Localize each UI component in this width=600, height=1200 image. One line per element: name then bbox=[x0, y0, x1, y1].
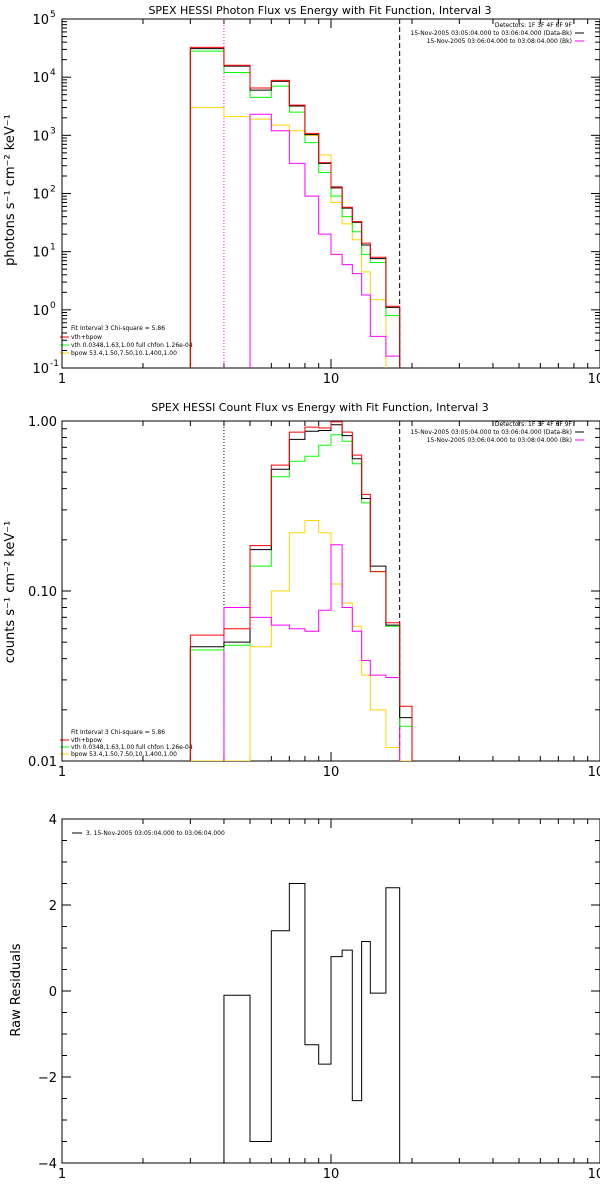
fit-legend-header: Fit Interval 3 Chi-square = 5.86 bbox=[71, 729, 165, 736]
photon-flux-panel: SPEX HESSI Photon Flux vs Energy with Fi… bbox=[3, 4, 584, 357]
residuals-panel: Raw Residuals 3. 15-Nov-2005 03:05:04.00… bbox=[9, 830, 225, 1037]
series-total bbox=[223, 883, 401, 1163]
fit-legend-header: Fit Interval 3 Chi-square = 5.86 bbox=[71, 325, 165, 332]
legend-entry-sum: vth+bpow bbox=[71, 334, 102, 341]
y-tick-exponent: -1 bbox=[50, 359, 59, 369]
x-tick-label: 1 bbox=[58, 372, 66, 387]
count-plot-area: 1 10 100 0.01 0.10 1.00 bbox=[28, 415, 600, 780]
y-tick-exponent: 4 bbox=[50, 68, 56, 78]
background-interval-line: 15-Nov-2005 03:06:04.000 to 03:08:04.000… bbox=[427, 437, 572, 444]
y-tick-label: 10 bbox=[32, 129, 49, 144]
count-y-axis-label: counts s⁻¹ cm⁻² keV⁻¹ bbox=[3, 521, 18, 664]
photon-panel-title: SPEX HESSI Photon Flux vs Energy with Fi… bbox=[148, 4, 491, 17]
y-tick-label: 10 bbox=[32, 71, 49, 86]
y-tick-exponent: 2 bbox=[50, 185, 56, 195]
legend-entry-vth: vth 0.0348,1.63,1.00 full chfon 1.26e-04 bbox=[71, 342, 193, 349]
legend-entry-vth: vth 0.0348,1.63,1.00 full chfon 1.26e-04 bbox=[71, 744, 193, 751]
series-background-model bbox=[249, 113, 401, 368]
series-sum bbox=[189, 421, 413, 761]
x-tick-label: 10 bbox=[323, 372, 340, 387]
count-panel-title: SPEX HESSI Count Flux vs Energy with Fit… bbox=[151, 401, 488, 414]
residuals-y-axis-label: Raw Residuals bbox=[9, 943, 24, 1036]
series-background-model bbox=[223, 544, 401, 761]
x-tick-label: 100 bbox=[588, 765, 600, 780]
x-tick-label: 10 bbox=[323, 1167, 340, 1182]
y-tick-label: 0.01 bbox=[28, 755, 57, 770]
background-interval-line: 15-Nov-2005 03:06:04.000 to 03:08:04.000… bbox=[427, 38, 572, 45]
y-tick-label: 10 bbox=[32, 13, 49, 28]
y-tick-exponent: 5 bbox=[50, 10, 56, 20]
detector-info-line: Detectors: 1F 3F 4F 6F 9F bbox=[495, 22, 573, 29]
x-tick-label: 10 bbox=[323, 765, 340, 780]
y-tick-exponent: 1 bbox=[50, 243, 56, 253]
y-tick-label: 1.00 bbox=[28, 415, 57, 430]
x-tick-label: 1 bbox=[58, 1167, 66, 1182]
legend-entry-bpow: bpow 53.4,1.50,7.50,10.1,400,1.00 bbox=[71, 751, 177, 758]
legend-entry-sum: vth+bpow bbox=[71, 737, 102, 744]
series-sum bbox=[189, 46, 401, 368]
data-interval-line: 15-Nov-2005 03:05:04.000 to 03:06:04.000… bbox=[410, 429, 572, 436]
y-tick-label: 4 bbox=[49, 813, 57, 828]
x-tick-label: 100 bbox=[588, 1167, 600, 1182]
y-tick-label: 0.10 bbox=[28, 585, 57, 600]
series-group bbox=[189, 421, 413, 761]
series-bpow bbox=[189, 107, 387, 368]
photon-detector-info: Detectors: 1F 3F 4F 6F 9F 15-Nov-2005 03… bbox=[410, 22, 584, 45]
x-tick-label: 100 bbox=[588, 372, 600, 387]
y-tick-exponent: 0 bbox=[50, 301, 56, 311]
y-tick-label: 2 bbox=[49, 899, 57, 914]
detector-info-line: Detectors: 1F 3F 4F 6F 9F bbox=[495, 421, 573, 428]
y-tick-label: 10 bbox=[32, 362, 49, 377]
residuals-legend-label: 3. 15-Nov-2005 03:05:04.000 to 03:06:04.… bbox=[86, 830, 225, 837]
x-tick-label: 1 bbox=[58, 765, 66, 780]
count-detector-info: Detectors: 1F 3F 4F 6F 9F 15-Nov-2005 03… bbox=[410, 421, 584, 444]
photon-fit-legend: Fit Interval 3 Chi-square = 5.86 vth+bpo… bbox=[60, 325, 193, 357]
y-tick-exponent: 3 bbox=[50, 126, 56, 136]
residuals-legend: 3. 15-Nov-2005 03:05:04.000 to 03:06:04.… bbox=[72, 830, 225, 837]
series-group bbox=[189, 46, 401, 368]
count-flux-panel: SPEX HESSI Count Flux vs Energy with Fit… bbox=[3, 401, 584, 758]
y-tick-label: −2 bbox=[38, 1071, 57, 1086]
series-group bbox=[223, 883, 401, 1163]
y-tick-label: 0 bbox=[49, 985, 57, 1000]
y-tick-label: 10 bbox=[32, 188, 49, 203]
y-tick-label: 10 bbox=[32, 304, 49, 319]
y-tick-label: 10 bbox=[32, 246, 49, 261]
y-tick-label: −4 bbox=[38, 1157, 57, 1172]
legend-entry-bpow: bpow 53.4,1.50,7.50,10.1,400,1.00 bbox=[71, 350, 177, 357]
data-interval-line: 15-Nov-2005 03:05:04.000 to 03:06:04.000… bbox=[410, 30, 572, 37]
residuals-plot-area: 1 10 100 −4 −2 0 2 4 bbox=[38, 813, 600, 1182]
photon-y-axis-label: photons s⁻¹ cm⁻² keV⁻¹ bbox=[3, 114, 18, 266]
count-fit-legend: Fit Interval 3 Chi-square = 5.86 vth+bpo… bbox=[60, 729, 193, 758]
